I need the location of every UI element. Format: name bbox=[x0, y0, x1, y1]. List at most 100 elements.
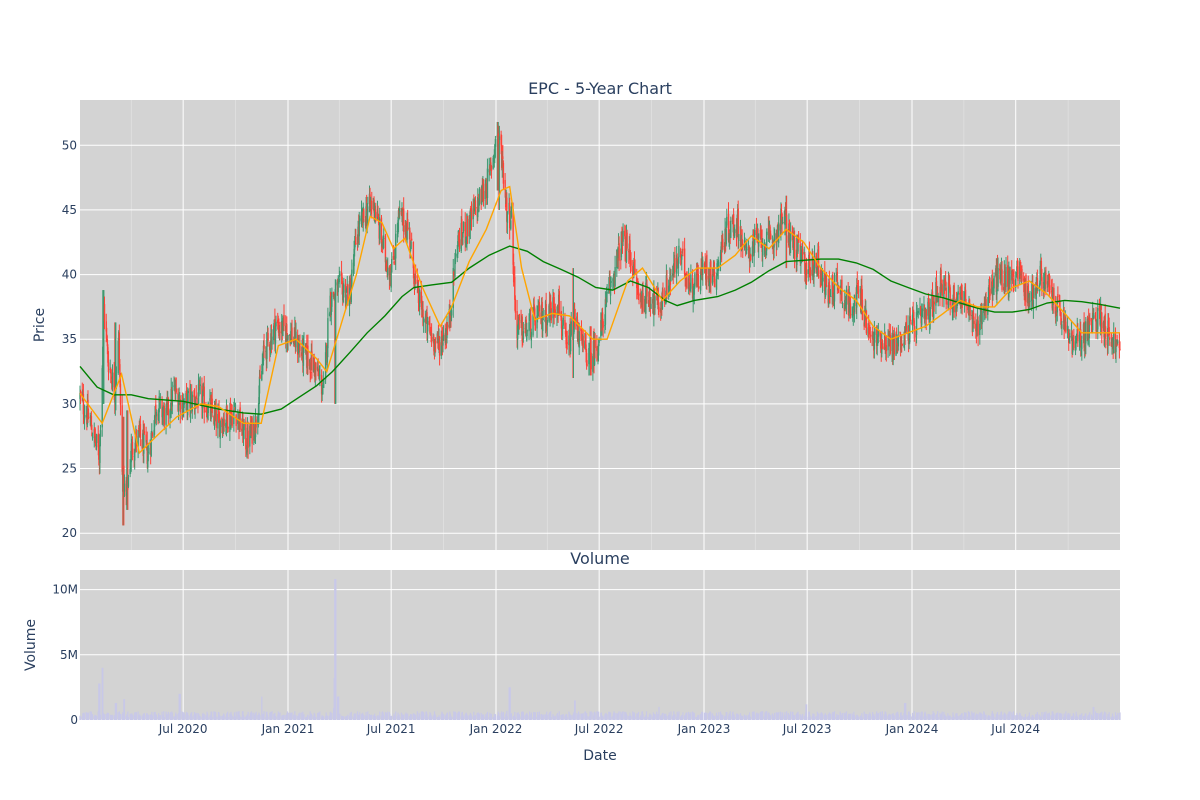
candle-body bbox=[119, 364, 121, 383]
candle-body bbox=[993, 275, 995, 289]
candle-body bbox=[781, 222, 784, 224]
candle-body bbox=[920, 313, 923, 325]
candle-body bbox=[237, 419, 239, 425]
candle-body bbox=[646, 284, 648, 297]
candle-body bbox=[385, 263, 388, 271]
candle-body bbox=[750, 255, 752, 260]
candle-body bbox=[110, 369, 112, 373]
candle-body bbox=[1053, 287, 1055, 304]
candle-body bbox=[185, 392, 187, 405]
candle-body bbox=[382, 236, 384, 250]
volume-bar bbox=[490, 713, 493, 720]
candle-body bbox=[1081, 341, 1083, 350]
candle-body bbox=[234, 407, 236, 410]
volume-bar bbox=[891, 713, 893, 720]
volume-bar bbox=[356, 711, 359, 720]
candle-body bbox=[469, 209, 472, 230]
volume-bar bbox=[876, 711, 878, 720]
price-chart-title: EPC - 5-Year Chart bbox=[528, 79, 672, 98]
candle-body bbox=[1060, 314, 1062, 317]
candle-body bbox=[366, 211, 368, 226]
price-y-tick-label: 20 bbox=[62, 526, 77, 540]
volume-bar bbox=[766, 711, 768, 720]
volume-bar bbox=[395, 711, 397, 720]
candle-body bbox=[388, 266, 391, 280]
volume-bar bbox=[203, 714, 205, 720]
candle-body bbox=[1012, 271, 1014, 277]
candle-body bbox=[895, 337, 898, 351]
candle-body bbox=[449, 309, 451, 322]
candle-body bbox=[183, 401, 185, 405]
price-y-tick-label: 25 bbox=[62, 462, 77, 476]
candle-body bbox=[562, 317, 564, 326]
volume-y-axis-label: Volume bbox=[23, 619, 39, 671]
candle-body bbox=[1094, 315, 1097, 319]
candle-body bbox=[606, 291, 608, 294]
candle-body bbox=[227, 426, 229, 429]
candle-body bbox=[876, 343, 878, 345]
volume-bar bbox=[957, 716, 959, 720]
candle-body bbox=[111, 372, 114, 388]
candle-body bbox=[937, 296, 939, 303]
candle-body bbox=[792, 238, 795, 248]
candle-body bbox=[752, 231, 755, 254]
candle-body bbox=[780, 208, 782, 230]
candle-body bbox=[536, 315, 538, 329]
candle-body bbox=[706, 254, 708, 280]
candle-body bbox=[605, 291, 608, 302]
candle-body bbox=[259, 374, 261, 379]
candle-body bbox=[812, 259, 814, 264]
volume-bar bbox=[299, 712, 301, 720]
candle-body bbox=[602, 321, 604, 328]
candle-body bbox=[857, 286, 859, 291]
candle-body bbox=[397, 220, 399, 235]
candle-body bbox=[408, 227, 411, 230]
candle-body bbox=[1004, 271, 1006, 284]
candle-body bbox=[991, 279, 994, 296]
candle-body bbox=[115, 374, 118, 383]
candle-body bbox=[330, 307, 333, 316]
candle-body bbox=[438, 339, 440, 344]
candle-body bbox=[780, 209, 783, 212]
candle-body bbox=[828, 281, 831, 296]
candle-body bbox=[245, 421, 247, 450]
candle-body bbox=[565, 334, 567, 345]
candle-body bbox=[486, 168, 489, 198]
volume-bar bbox=[127, 717, 130, 720]
candle-body bbox=[210, 402, 212, 420]
volume-bar bbox=[570, 715, 572, 720]
candle-body bbox=[856, 285, 858, 308]
candle-body bbox=[992, 287, 994, 295]
candle-body bbox=[1036, 278, 1039, 289]
price-y-axis-label: Price bbox=[32, 308, 48, 342]
candle-body bbox=[1035, 288, 1037, 300]
volume-bar bbox=[824, 713, 826, 720]
volume-bar bbox=[331, 713, 333, 720]
candle-body bbox=[919, 307, 921, 315]
candle-body bbox=[857, 291, 860, 293]
candle-body bbox=[620, 231, 623, 258]
candle-body bbox=[1067, 329, 1069, 331]
candle-body bbox=[106, 339, 109, 347]
candle-body bbox=[675, 254, 678, 274]
volume-bar bbox=[642, 714, 644, 720]
candle-body bbox=[1020, 266, 1022, 278]
candle-body bbox=[219, 420, 221, 439]
volume-bar bbox=[211, 711, 213, 720]
candle-body bbox=[115, 383, 117, 390]
candle-body bbox=[626, 232, 628, 249]
candle-body bbox=[526, 333, 528, 341]
candle-body bbox=[1118, 343, 1121, 349]
volume-bar bbox=[363, 714, 365, 720]
volume-bar bbox=[1113, 716, 1115, 720]
candle-body bbox=[768, 225, 770, 232]
candle-body bbox=[927, 301, 929, 316]
x-tick-label: Jan 2022 bbox=[469, 722, 523, 736]
candle-body bbox=[797, 239, 799, 252]
volume-bar bbox=[562, 713, 564, 720]
candle-body bbox=[596, 349, 599, 354]
candle-body bbox=[218, 410, 220, 418]
volume-bar bbox=[158, 713, 160, 720]
candle-body bbox=[976, 322, 978, 331]
candle-body bbox=[416, 279, 419, 284]
